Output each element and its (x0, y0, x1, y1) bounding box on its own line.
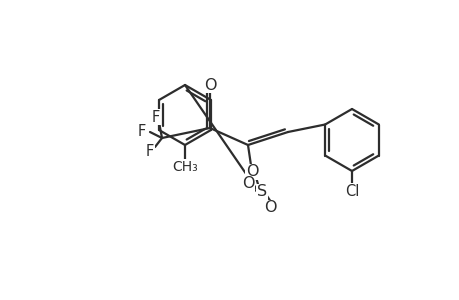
Text: Cl: Cl (344, 184, 358, 199)
Text: O: O (245, 164, 257, 179)
Text: F: F (138, 124, 146, 140)
Text: S: S (257, 184, 267, 200)
Text: O: O (241, 176, 254, 191)
Text: F: F (151, 110, 160, 124)
Text: CH₃: CH₃ (172, 160, 197, 174)
Text: O: O (263, 200, 276, 215)
Text: O: O (203, 77, 216, 92)
Text: F: F (146, 145, 154, 160)
